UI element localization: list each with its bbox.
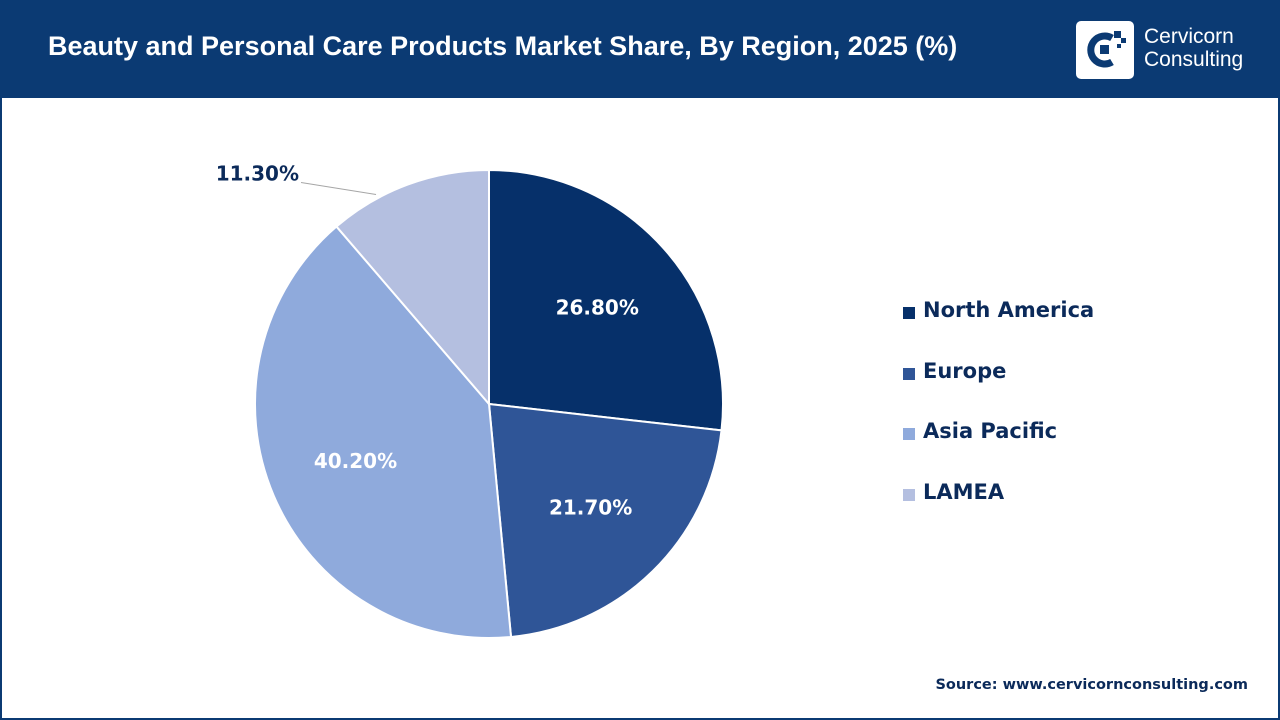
legend-swatch xyxy=(903,488,915,501)
data-label-europe: 21.70% xyxy=(549,496,632,520)
logo-mark-icon xyxy=(1076,21,1134,79)
logo-line-1: Cervicorn xyxy=(1144,25,1234,48)
data-label-lamea: 11.30% xyxy=(216,162,299,186)
header-bar: Beauty and Personal Care Products Market… xyxy=(0,0,1280,98)
chart-title: Beauty and Personal Care Products Market… xyxy=(48,31,958,61)
pie-slice-north-america xyxy=(488,168,724,432)
legend-label: North America xyxy=(923,298,1095,322)
legend-label: LAMEA xyxy=(923,479,1005,504)
data-label-north-america: 26.80% xyxy=(556,295,639,319)
pie-chart: 26.80% 21.70% 40.20% 11.30% xyxy=(216,162,724,639)
pie-slice-europe xyxy=(487,402,723,639)
data-label-asia-pacific: 40.20% xyxy=(314,449,397,473)
pie-labels: 26.80% 21.70% 40.20% 11.30% xyxy=(216,162,639,520)
legend-label: Europe xyxy=(923,358,1007,383)
legend-swatch xyxy=(903,428,915,440)
legend-label: Asia Pacific xyxy=(923,419,1058,443)
leader-line xyxy=(300,182,377,196)
pie-slice-lamea xyxy=(335,168,490,407)
source-note: Source: www.cervicornconsulting.com xyxy=(935,677,1248,693)
logo-line-2: Consulting xyxy=(1144,48,1244,71)
legend-swatch xyxy=(903,307,915,319)
legend-swatch xyxy=(903,367,915,380)
pie-slices xyxy=(254,168,724,639)
logo-wordmark: Cervicorn Consulting xyxy=(1144,25,1243,71)
brand-logo: Cervicorn Consulting xyxy=(1076,21,1266,79)
pie-slice-asia-pacific xyxy=(254,225,513,639)
